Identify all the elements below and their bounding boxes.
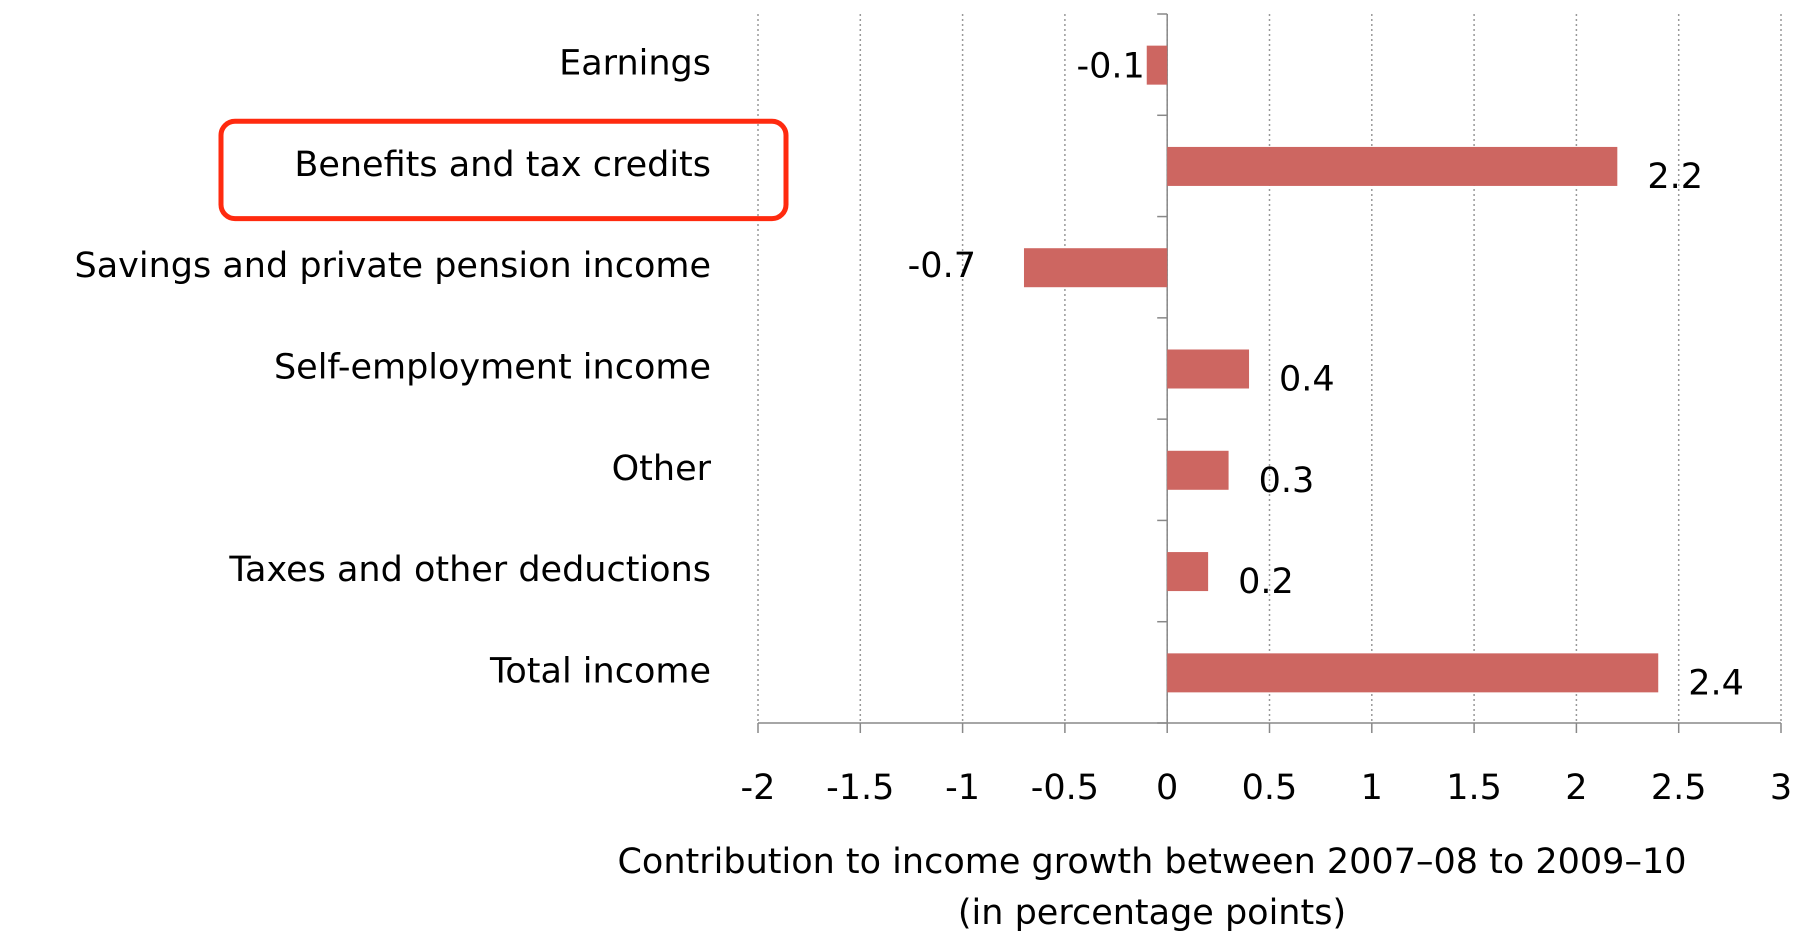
value-label: -0.1 [1076,47,1144,87]
x-tick-label: -2 [741,768,776,808]
x-tick-label: -1.5 [826,768,894,808]
value-label: 0.4 [1279,360,1335,400]
x-tick-label: -1 [945,768,980,808]
x-tick-label: 2.5 [1651,768,1707,808]
bar [1146,45,1168,85]
x-tick-label: 1.5 [1446,768,1502,808]
x-tick-label: 3 [1770,768,1792,808]
y-tick-label: Total income [489,651,711,691]
y-tick-label: Taxes and other deductions [228,550,711,590]
bar [1167,146,1618,186]
value-label: 2.4 [1688,663,1744,703]
bar [1167,349,1250,389]
x-tick-label: 0.5 [1242,768,1298,808]
bar [1023,248,1168,288]
value-label: 2.2 [1647,157,1703,197]
value-label: 0.3 [1259,461,1315,501]
bar [1167,653,1659,693]
y-tick-label: Earnings [559,44,711,84]
value-label: -0.7 [908,246,976,286]
x-tick-label: 1 [1361,768,1383,808]
bar [1167,552,1209,592]
x-axis-label: Contribution to income growth between 20… [617,842,1686,882]
y-tick-label: Benefits and tax credits [294,145,711,185]
y-tick-label: Savings and private pension income [74,246,711,286]
x-tick-label: 0 [1156,768,1178,808]
x-axis-label: (in percentage points) [958,893,1346,933]
highlight-box [218,118,789,222]
y-tick-label: Other [612,449,712,489]
x-tick-label: 2 [1565,768,1587,808]
x-tick-label: -0.5 [1031,768,1099,808]
y-tick-label: Self-employment income [274,348,711,388]
value-label: 0.2 [1238,562,1294,602]
bar [1167,450,1229,490]
